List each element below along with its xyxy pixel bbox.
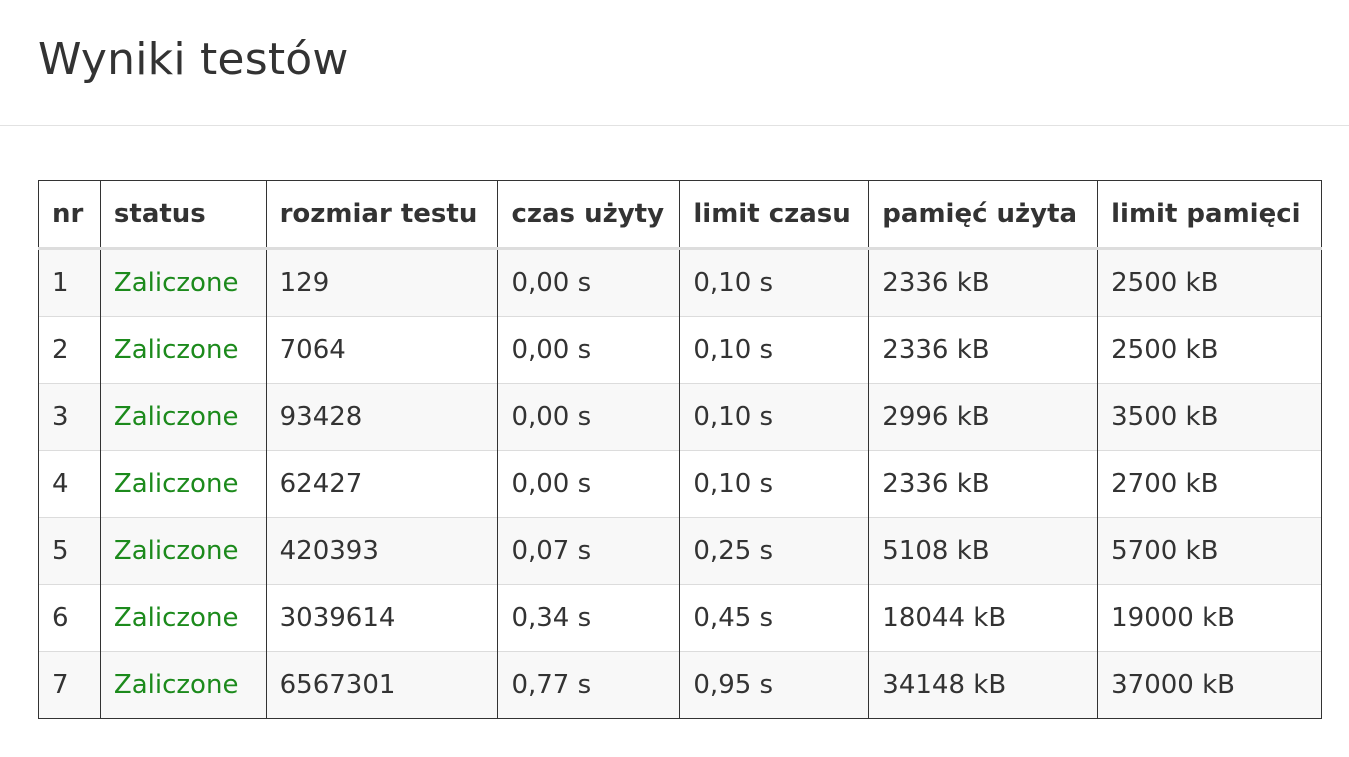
cell-memory-used: 34148 kB (868, 651, 1098, 719)
cell-nr: 3 (38, 383, 101, 451)
cell-memory-limit: 2700 kB (1097, 450, 1322, 518)
cell-time-used: 0,07 s (497, 517, 680, 585)
cell-memory-limit: 19000 kB (1097, 584, 1322, 652)
cell-test-size: 7064 (265, 316, 498, 384)
cell-nr: 2 (38, 316, 101, 384)
cell-status: Zaliczone (99, 383, 267, 451)
cell-memory-used: 18044 kB (868, 584, 1098, 652)
table-row: 1 Zaliczone 129 0,00 s 0,10 s 2336 kB 25… (38, 248, 1322, 317)
cell-memory-used: 2996 kB (868, 383, 1098, 451)
cell-memory-used: 2336 kB (868, 316, 1098, 384)
cell-memory-used: 2336 kB (868, 248, 1098, 317)
cell-time-limit: 0,10 s (679, 383, 869, 451)
cell-time-limit: 0,10 s (679, 316, 869, 384)
cell-time-limit: 0,25 s (679, 517, 869, 585)
cell-time-used: 0,77 s (497, 651, 680, 719)
cell-status: Zaliczone (99, 517, 267, 585)
cell-memory-used: 2336 kB (868, 450, 1098, 518)
cell-time-limit: 0,95 s (679, 651, 869, 719)
cell-status: Zaliczone (99, 248, 267, 317)
cell-test-size: 420393 (265, 517, 498, 585)
column-header-status: status (99, 180, 267, 250)
cell-test-size: 62427 (265, 450, 498, 518)
column-header-time-limit: limit czasu (679, 180, 869, 250)
cell-memory-limit: 5700 kB (1097, 517, 1322, 585)
table-row: 5 Zaliczone 420393 0,07 s 0,25 s 5108 kB… (38, 517, 1322, 585)
column-header-memory-limit: limit pamięci (1097, 180, 1322, 250)
cell-memory-limit: 2500 kB (1097, 248, 1322, 317)
cell-memory-limit: 3500 kB (1097, 383, 1322, 451)
table-row: 2 Zaliczone 7064 0,00 s 0,10 s 2336 kB 2… (38, 316, 1322, 384)
page-title: Wyniki testów (38, 34, 349, 85)
cell-status: Zaliczone (99, 316, 267, 384)
cell-time-used: 0,34 s (497, 584, 680, 652)
cell-time-limit: 0,45 s (679, 584, 869, 652)
cell-time-limit: 0,10 s (679, 248, 869, 317)
cell-memory-used: 5108 kB (868, 517, 1098, 585)
cell-test-size: 93428 (265, 383, 498, 451)
column-header-time-used: czas użyty (497, 180, 680, 250)
table-row: 7 Zaliczone 6567301 0,77 s 0,95 s 34148 … (38, 651, 1322, 719)
column-header-test-size: rozmiar testu (265, 180, 498, 250)
column-header-memory-used: pamięć użyta (868, 180, 1098, 250)
cell-test-size: 129 (265, 248, 498, 317)
cell-nr: 5 (38, 517, 101, 585)
cell-test-size: 6567301 (265, 651, 498, 719)
cell-test-size: 3039614 (265, 584, 498, 652)
cell-time-used: 0,00 s (497, 383, 680, 451)
cell-time-used: 0,00 s (497, 248, 680, 317)
cell-time-used: 0,00 s (497, 450, 680, 518)
cell-nr: 6 (38, 584, 101, 652)
cell-memory-limit: 2500 kB (1097, 316, 1322, 384)
cell-time-used: 0,00 s (497, 316, 680, 384)
cell-nr: 4 (38, 450, 101, 518)
cell-nr: 7 (38, 651, 101, 719)
cell-status: Zaliczone (99, 651, 267, 719)
cell-time-limit: 0,10 s (679, 450, 869, 518)
table-row: 3 Zaliczone 93428 0,00 s 0,10 s 2996 kB … (38, 383, 1322, 451)
cell-status: Zaliczone (99, 450, 267, 518)
cell-memory-limit: 37000 kB (1097, 651, 1322, 719)
table-row: 4 Zaliczone 62427 0,00 s 0,10 s 2336 kB … (38, 450, 1322, 518)
table-row: 6 Zaliczone 3039614 0,34 s 0,45 s 18044 … (38, 584, 1322, 652)
table-header-row: nr status rozmiar testu czas użyty limit… (38, 180, 1322, 250)
page-header: Wyniki testów (0, 0, 1349, 126)
test-results-table: nr status rozmiar testu czas użyty limit… (38, 180, 1322, 719)
cell-status: Zaliczone (99, 584, 267, 652)
column-header-nr: nr (38, 180, 101, 250)
cell-nr: 1 (38, 248, 101, 317)
